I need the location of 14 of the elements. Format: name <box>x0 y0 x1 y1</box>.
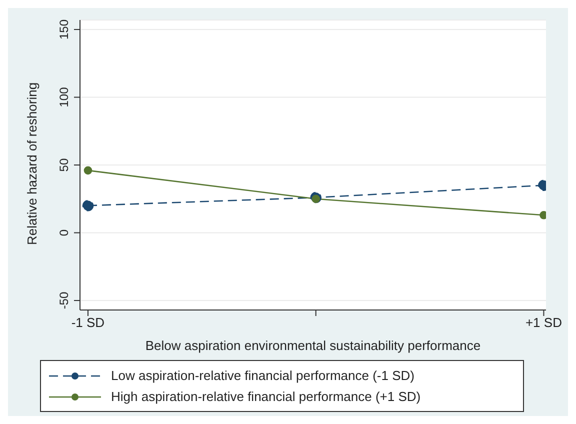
legend-label: Low aspiration-relative financial performance (-1 SD) <box>111 368 414 383</box>
x-axis-title: Below aspiration environmental sustainability performance <box>145 338 481 353</box>
y-tick-label: 50 <box>57 158 71 172</box>
point <box>82 200 94 212</box>
y-tick-label: 100 <box>57 86 71 108</box>
y-tick-label: 0 <box>57 229 71 236</box>
point <box>84 166 92 175</box>
y-tick-label: 150 <box>57 19 71 40</box>
y-axis-title: Relative hazard of reshoring <box>24 82 40 245</box>
point <box>312 194 320 204</box>
x-tick-label: +1 SD <box>525 315 562 330</box>
legend-label: High aspiration-relative financial performance (+1 SD) <box>111 389 421 404</box>
x-tick-label: -1 SD <box>71 315 105 330</box>
y-tick-label: -50 <box>57 292 71 310</box>
